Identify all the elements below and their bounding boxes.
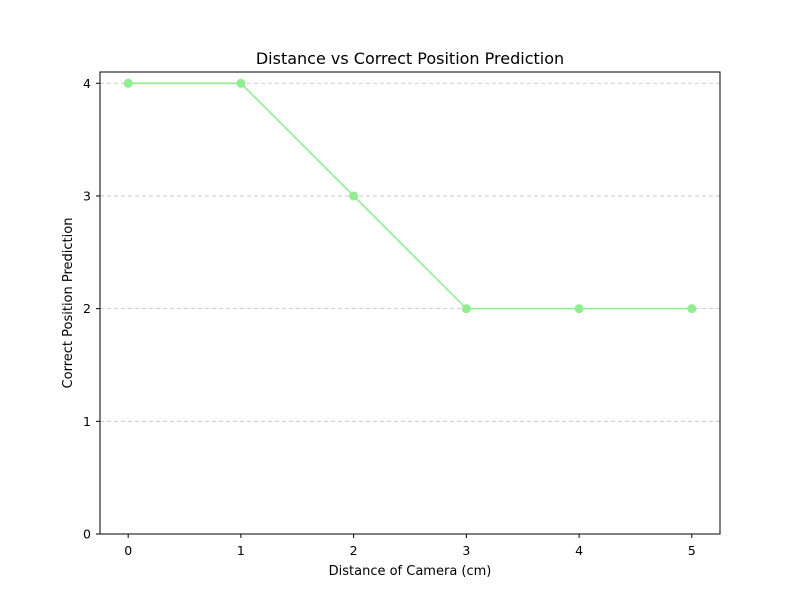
x-tick-label: 0 (124, 543, 132, 558)
data-point (461, 304, 471, 314)
y-tick-label: 2 (83, 301, 91, 316)
data-point (574, 304, 584, 314)
y-tick-label: 3 (83, 188, 91, 203)
data-point (123, 78, 133, 88)
x-tick-label: 3 (462, 543, 470, 558)
x-tick-label: 4 (575, 543, 583, 558)
y-axis-ticks: 0 1 2 3 4 (83, 76, 100, 542)
chart-title: Distance vs Correct Position Prediction (256, 49, 564, 68)
data-point (349, 191, 359, 201)
plot-frame (99, 71, 721, 535)
data-point (687, 304, 697, 314)
series-group (123, 78, 697, 314)
x-tick-label: 5 (688, 543, 696, 558)
x-tick-label: 2 (350, 543, 358, 558)
y-tick-label: 1 (83, 414, 91, 429)
x-tick-label: 1 (237, 543, 245, 558)
x-axis-label: Distance of Camera (cm) (329, 564, 492, 579)
data-point (236, 78, 246, 88)
x-axis-ticks: 0 1 2 3 4 5 (124, 534, 696, 558)
y-axis-label: Correct Position Prediction (61, 218, 76, 389)
y-tick-label: 0 (83, 527, 91, 542)
series-line (128, 82, 692, 310)
y-tick-label: 4 (83, 76, 91, 91)
